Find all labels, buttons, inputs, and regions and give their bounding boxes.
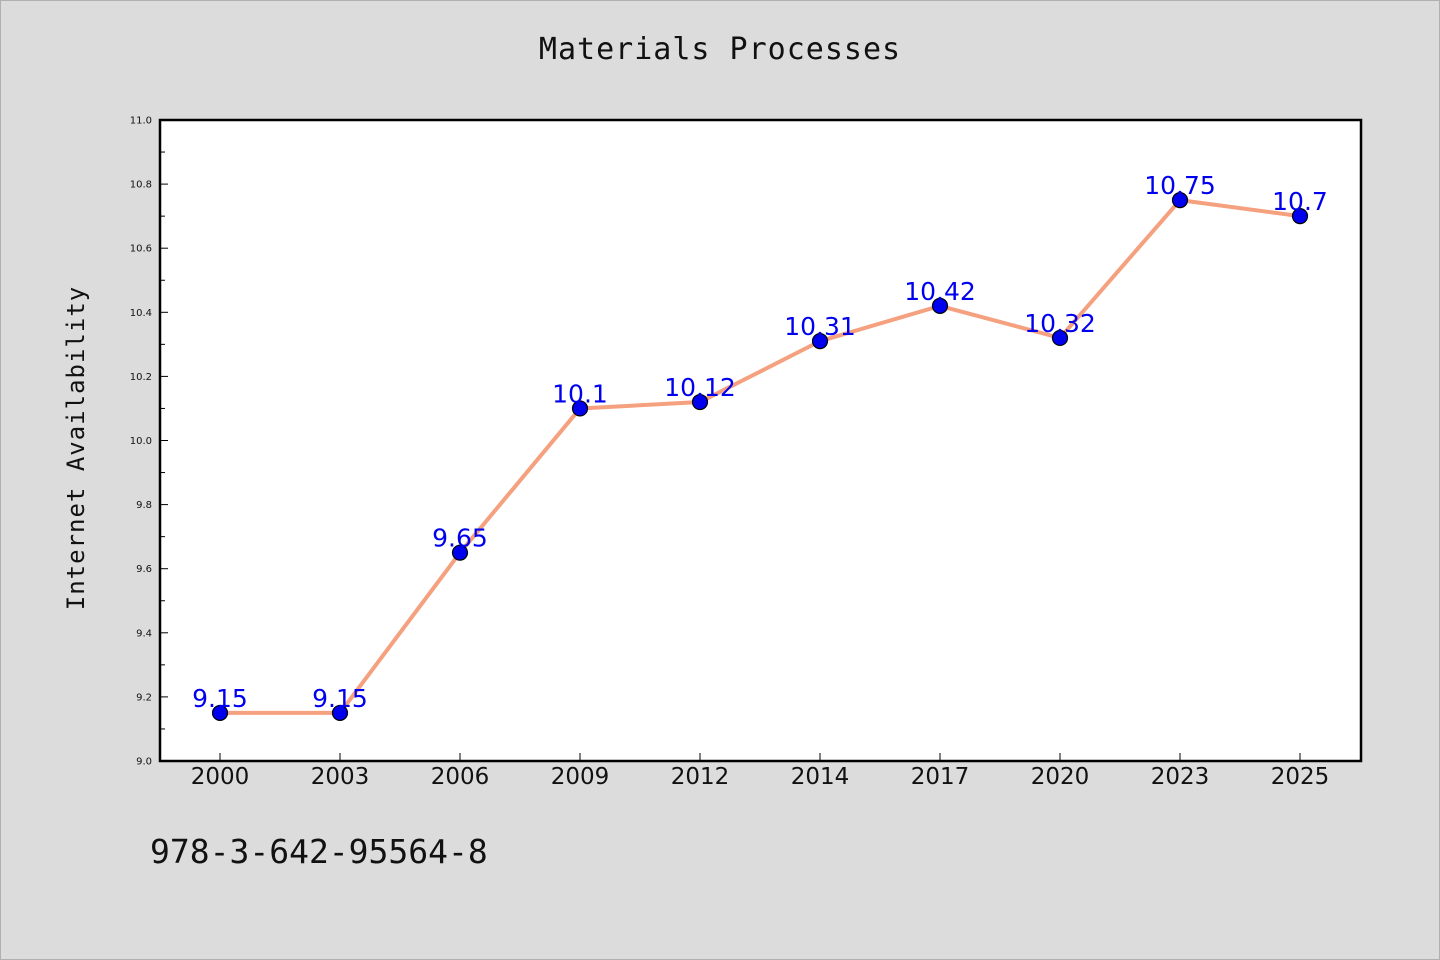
- y-tick-label: 10.4: [130, 308, 152, 319]
- data-point: [1291, 208, 1309, 225]
- y-tick-label: 10.8: [130, 180, 152, 191]
- data-point: [1171, 192, 1189, 209]
- data-point: [451, 544, 469, 561]
- data-point: [691, 393, 709, 411]
- y-tick-label: 11.0: [130, 116, 152, 127]
- y-axis: 9.0 9.2 9.4 9.6 9.8 10.0 10.2 10.4 10.6 10.8 11.0: [130, 116, 168, 768]
- y-axis-title: Internet Availability: [62, 286, 90, 610]
- data-point: [1051, 329, 1069, 347]
- data-point: [571, 400, 589, 417]
- y-tick-label: 9.6: [136, 564, 152, 575]
- x-tick-label: 2012: [671, 764, 730, 790]
- x-tick-label: 2000: [191, 764, 250, 790]
- data-point: [211, 704, 229, 722]
- data-label: 10.31: [784, 312, 856, 341]
- series: 9.15 9.15 9.65 10.1 10.12 10.31 10.42 10.32 10.7…: [192, 171, 1328, 722]
- x-tick-label: 2009: [551, 764, 610, 790]
- data-label: 10.75: [1144, 171, 1216, 200]
- data-point: [331, 704, 349, 722]
- data-label: 9.15: [192, 684, 248, 713]
- x-tick-label: 2014: [791, 764, 850, 790]
- data-label: 10.32: [1024, 309, 1096, 338]
- y-tick-label: 9.4: [136, 628, 152, 639]
- data-label: 9.65: [432, 524, 488, 553]
- series-line: [218, 198, 1302, 715]
- footer-code: 978-3-642-95564-8: [150, 832, 488, 871]
- y-tick-label: 10.0: [130, 436, 152, 447]
- x-tick-label: 2023: [1151, 764, 1210, 790]
- chart-title: Materials Processes: [538, 32, 902, 67]
- x-axis: 2000 2003 2006 2009 2012 2014 2017 2020 2023 2025: [191, 753, 1330, 790]
- y-tick-label: 9.2: [136, 692, 152, 703]
- plot-area: [160, 120, 1361, 761]
- data-point: [931, 297, 949, 314]
- y-tick-label: 9.8: [136, 500, 152, 511]
- data-label: 9.15: [312, 684, 368, 713]
- x-tick-label: 2006: [431, 764, 490, 790]
- y-tick-label: 9.0: [136, 757, 152, 768]
- x-tick-label: 2020: [1031, 764, 1090, 790]
- x-tick-label: 2003: [311, 764, 370, 790]
- data-point: [811, 333, 829, 350]
- x-tick-label: 2017: [911, 764, 970, 790]
- data-label: 10.1: [552, 379, 608, 408]
- y-tick-label: 10.2: [130, 372, 152, 383]
- plot-border: [158, 118, 1363, 763]
- x-tick-label: 2025: [1271, 764, 1330, 790]
- data-label: 10.42: [904, 277, 976, 306]
- y-tick-label: 10.6: [130, 244, 152, 255]
- data-label: 10.12: [664, 373, 736, 402]
- data-label: 10.7: [1272, 187, 1328, 216]
